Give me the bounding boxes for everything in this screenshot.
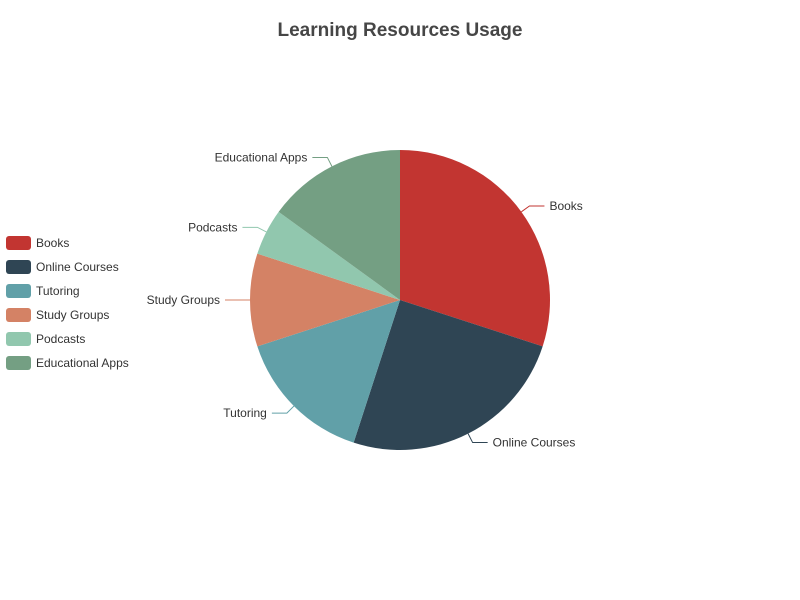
pie-slice-podcasts[interactable] bbox=[257, 211, 400, 300]
pie-slice-tutoring[interactable] bbox=[257, 300, 400, 443]
legend-swatch bbox=[6, 356, 31, 370]
chart-title: Learning Resources Usage bbox=[277, 20, 523, 41]
pie-slice-online-courses[interactable] bbox=[353, 300, 543, 450]
legend: Books Online Courses Tutoring Study Groups P… bbox=[6, 231, 129, 375]
legend-label: Study Groups bbox=[36, 308, 110, 322]
legend-item-tutoring[interactable]: Tutoring bbox=[6, 279, 129, 303]
leader-line-online-courses bbox=[467, 433, 488, 444]
legend-item-books[interactable]: Books bbox=[6, 231, 129, 255]
legend-label: Tutoring bbox=[36, 284, 80, 298]
slice-label-educational-apps: Educational Apps bbox=[215, 150, 308, 164]
leader-line-books bbox=[521, 205, 545, 213]
slice-label-online-courses: Online Courses bbox=[493, 436, 576, 450]
legend-swatch bbox=[6, 284, 31, 298]
slice-label-books: Books bbox=[549, 199, 582, 213]
pie-slice-study-groups[interactable] bbox=[250, 253, 400, 347]
legend-item-online-courses[interactable]: Online Courses bbox=[6, 255, 129, 279]
pie-labels: Books Online Courses Tutoring Study Groups P… bbox=[147, 150, 583, 449]
legend-label: Educational Apps bbox=[36, 356, 129, 370]
legend-swatch bbox=[6, 308, 31, 322]
slice-label-podcasts: Podcasts bbox=[188, 220, 237, 234]
leader-line-tutoring bbox=[271, 405, 295, 414]
pie-slice-educational-apps[interactable] bbox=[278, 150, 400, 300]
leader-line-educational-apps bbox=[312, 156, 333, 167]
slice-label-tutoring: Tutoring bbox=[223, 406, 267, 420]
pie-slice-books[interactable] bbox=[400, 150, 550, 347]
legend-swatch bbox=[6, 236, 31, 250]
pie-slices bbox=[250, 150, 550, 450]
leader-line-podcasts bbox=[242, 226, 267, 233]
legend-item-educational-apps[interactable]: Educational Apps bbox=[6, 351, 129, 375]
legend-label: Online Courses bbox=[36, 260, 119, 274]
slice-label-study-groups: Study Groups bbox=[147, 293, 220, 307]
legend-swatch bbox=[6, 260, 31, 274]
legend-swatch bbox=[6, 332, 31, 346]
legend-label: Books bbox=[36, 236, 70, 250]
legend-item-podcasts[interactable]: Podcasts bbox=[6, 327, 129, 351]
legend-label: Podcasts bbox=[36, 332, 86, 346]
legend-item-study-groups[interactable]: Study Groups bbox=[6, 303, 129, 327]
